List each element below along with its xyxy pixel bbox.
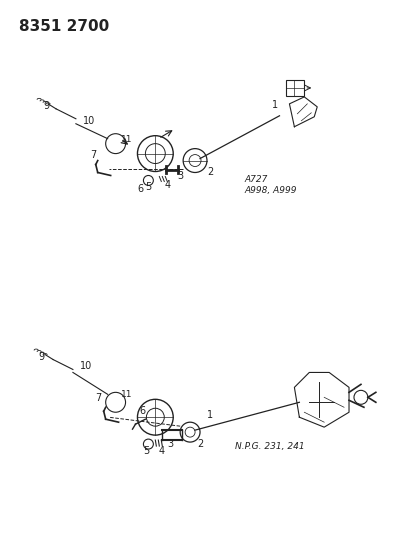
Text: 10: 10 [83,116,95,126]
Text: 7: 7 [90,150,97,159]
Text: 5: 5 [145,182,151,192]
Text: 5: 5 [143,446,149,456]
Text: 9: 9 [43,101,49,111]
Text: 8351 2700: 8351 2700 [19,19,109,34]
Text: N.P.G. 231, 241: N.P.G. 231, 241 [234,442,303,451]
Text: 6: 6 [137,184,143,195]
Text: 3: 3 [167,439,173,449]
Text: 4: 4 [164,180,170,190]
Text: 1: 1 [271,100,277,110]
Text: 7: 7 [95,393,101,403]
Text: A727
A998, A999: A727 A998, A999 [244,175,297,195]
Text: 10: 10 [79,361,92,372]
Text: 2: 2 [206,167,213,177]
Text: 9: 9 [38,351,44,361]
Text: 6: 6 [139,406,145,416]
Text: 4: 4 [158,446,164,456]
Text: 1: 1 [207,410,213,420]
Text: 11: 11 [120,390,132,399]
Text: 11: 11 [120,135,132,144]
Text: 3: 3 [177,172,183,181]
Text: 2: 2 [196,439,203,449]
